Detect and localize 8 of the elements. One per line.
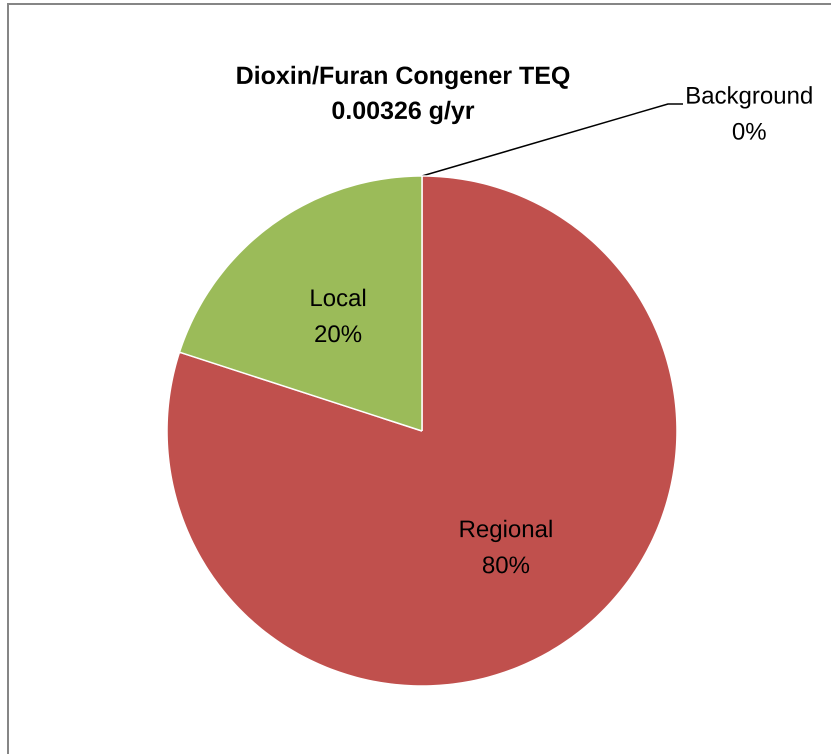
slice-label: Regional xyxy=(460,520,552,542)
category-label: Background xyxy=(687,86,812,109)
text: 0% xyxy=(732,122,766,140)
slice-label: Local xyxy=(311,288,366,306)
data-label: 20% xyxy=(315,325,362,342)
chart-title: Dioxin/Furan Congener TEQ xyxy=(237,66,570,90)
data-label: 80% xyxy=(482,556,530,574)
chart-subtitle: 0.00326 g/yr xyxy=(332,100,474,124)
